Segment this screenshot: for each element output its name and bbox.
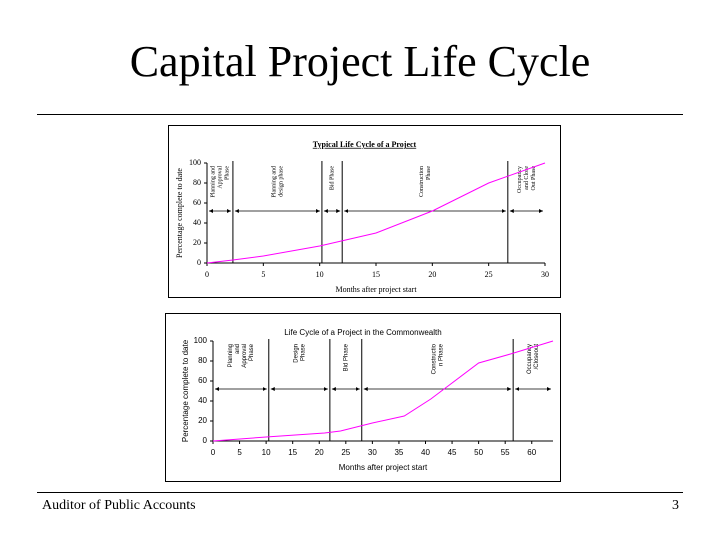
- phase-label: Construction: [419, 166, 425, 197]
- x-tick-label: 0: [211, 448, 216, 457]
- phase-label: design phase: [278, 166, 284, 197]
- phase-label: Out Phase: [531, 166, 537, 191]
- x-tick-label: 40: [421, 448, 430, 457]
- x-tick-label: 35: [394, 448, 403, 457]
- phase-label: Occupancy: [517, 166, 523, 193]
- chart-frame: [168, 125, 561, 298]
- phase-label: Planning: [228, 344, 234, 367]
- y-tick-label: 20: [198, 416, 207, 425]
- x-tick-label: 10: [262, 448, 271, 457]
- x-tick-label: 55: [501, 448, 510, 457]
- x-axis-label: Months after project start: [339, 463, 428, 472]
- page-number: 3: [672, 498, 679, 513]
- x-tick-label: 15: [372, 270, 380, 279]
- phase-label: and: [235, 344, 241, 354]
- phase-label: Approval: [242, 344, 248, 368]
- phase-label: Phase: [249, 343, 255, 361]
- phase-label: n Phase: [439, 343, 445, 366]
- x-tick-label: 25: [485, 270, 493, 279]
- y-tick-label: 100: [189, 158, 201, 167]
- phase-label: Planning and: [271, 166, 277, 198]
- x-tick-label: 25: [341, 448, 350, 457]
- title-rule: [37, 114, 683, 115]
- chart-title: Typical Life Cycle of a Project: [313, 140, 417, 149]
- phase-label: /Closeout: [534, 344, 540, 370]
- phase-label: and Close: [524, 166, 530, 190]
- x-axis-label: Months after project start: [335, 285, 417, 294]
- y-tick-label: 20: [193, 238, 201, 247]
- x-tick-label: 30: [368, 448, 377, 457]
- phase-label: Planning and: [210, 166, 216, 198]
- phase-label: Approval: [217, 166, 223, 189]
- phase-label: Phase: [224, 166, 230, 180]
- x-tick-label: 5: [261, 270, 265, 279]
- data-line: [212, 340, 554, 442]
- phase-label: Phase: [300, 343, 306, 361]
- y-tick-label: 40: [198, 396, 207, 405]
- chart-frame: [165, 313, 561, 482]
- x-tick-label: 45: [448, 448, 457, 457]
- data-line: [206, 162, 546, 264]
- y-axis-label: Percentage complete to date: [175, 168, 184, 258]
- x-tick-label: 50: [474, 448, 483, 457]
- phase-label: Design: [293, 344, 299, 363]
- y-tick-label: 0: [203, 436, 208, 445]
- footer: Auditor of Public Accounts: [42, 498, 196, 513]
- slide-title: Capital Project Life Cycle: [129, 37, 591, 86]
- x-tick-label: 20: [428, 270, 436, 279]
- y-axis-label: Percentage complete to date: [181, 339, 190, 442]
- x-tick-label: 30: [541, 270, 549, 279]
- x-tick-label: 5: [237, 448, 242, 457]
- phase-label: Phase: [426, 166, 432, 180]
- x-tick-label: 20: [315, 448, 324, 457]
- chart-title: Life Cycle of a Project in the Commonwea…: [284, 328, 441, 337]
- phase-label: Occupancy: [527, 344, 533, 374]
- y-tick-label: 60: [198, 376, 207, 385]
- y-tick-label: 80: [198, 356, 207, 365]
- y-tick-label: 0: [197, 258, 201, 267]
- phase-label: Bid Phase: [343, 343, 349, 371]
- x-tick-label: 15: [288, 448, 297, 457]
- x-tick-label: 10: [316, 270, 324, 279]
- y-tick-label: 40: [193, 218, 201, 227]
- y-tick-label: 100: [194, 336, 208, 345]
- y-tick-label: 60: [193, 198, 201, 207]
- chart-1: Typical Life Cycle of a Project 0 20 40 60 80…: [168, 125, 561, 298]
- x-tick-label: 0: [205, 270, 209, 279]
- phase-label: Constructio: [432, 343, 438, 374]
- chart-2: Life Cycle of a Project in the Commonwea…: [165, 313, 561, 482]
- footer-rule: [37, 492, 683, 493]
- y-tick-label: 80: [193, 178, 201, 187]
- phase-label: Bid Phase: [329, 166, 335, 191]
- x-tick-label: 60: [527, 448, 536, 457]
